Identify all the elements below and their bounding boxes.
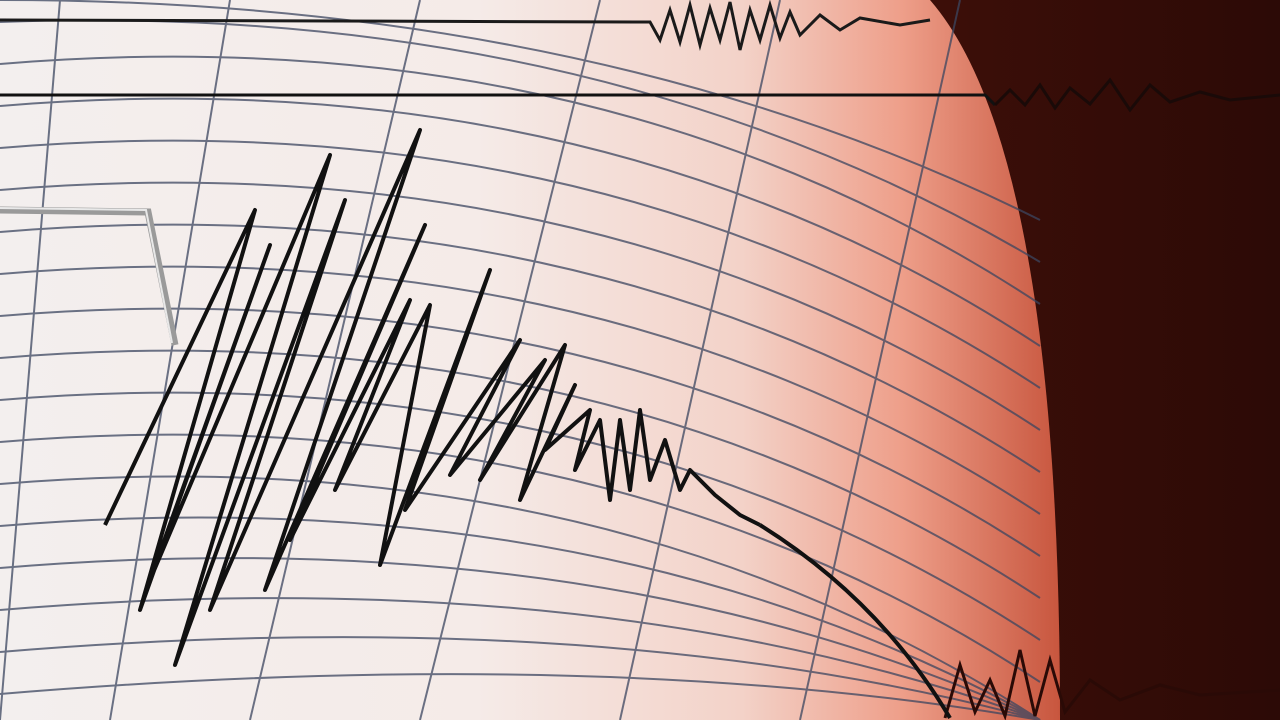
grid-line-horizontal bbox=[0, 597, 1041, 720]
grid-line-horizontal bbox=[0, 433, 1041, 683]
grid-line-horizontal bbox=[0, 139, 1041, 389]
grid-line-vertical bbox=[109, 0, 231, 720]
grid-line-horizontal bbox=[0, 673, 1041, 720]
grid-line-horizontal bbox=[0, 557, 1041, 720]
grid-line-horizontal bbox=[0, 349, 1041, 599]
bottom-trace-wave bbox=[943, 649, 1280, 720]
grid-line-horizontal bbox=[0, 97, 1041, 347]
grid-line-horizontal bbox=[0, 181, 1041, 431]
stylus-needle-arm bbox=[0, 206, 179, 346]
right-trace-wave bbox=[993, 77, 1280, 113]
drum-paper bbox=[0, 0, 1060, 720]
grid-line-horizontal bbox=[0, 223, 1041, 473]
top-trace-line bbox=[0, 93, 997, 107]
grid-line-horizontal bbox=[0, 0, 1041, 221]
grid-line-horizontal bbox=[0, 265, 1041, 515]
grid-line-vertical bbox=[619, 0, 781, 720]
grid-line-horizontal bbox=[0, 475, 1041, 720]
stylus-needle-highlight bbox=[0, 207, 173, 344]
grid-line-horizontal bbox=[0, 636, 1041, 720]
seismic-trace-tail bbox=[758, 523, 952, 720]
seismic-trace bbox=[103, 128, 761, 667]
grid-line-vertical bbox=[799, 0, 961, 720]
grid-line-vertical bbox=[249, 0, 421, 720]
grid-line-vertical bbox=[0, 0, 61, 720]
grid-line-horizontal bbox=[0, 55, 1041, 305]
top-trace-wave bbox=[0, 0, 931, 51]
